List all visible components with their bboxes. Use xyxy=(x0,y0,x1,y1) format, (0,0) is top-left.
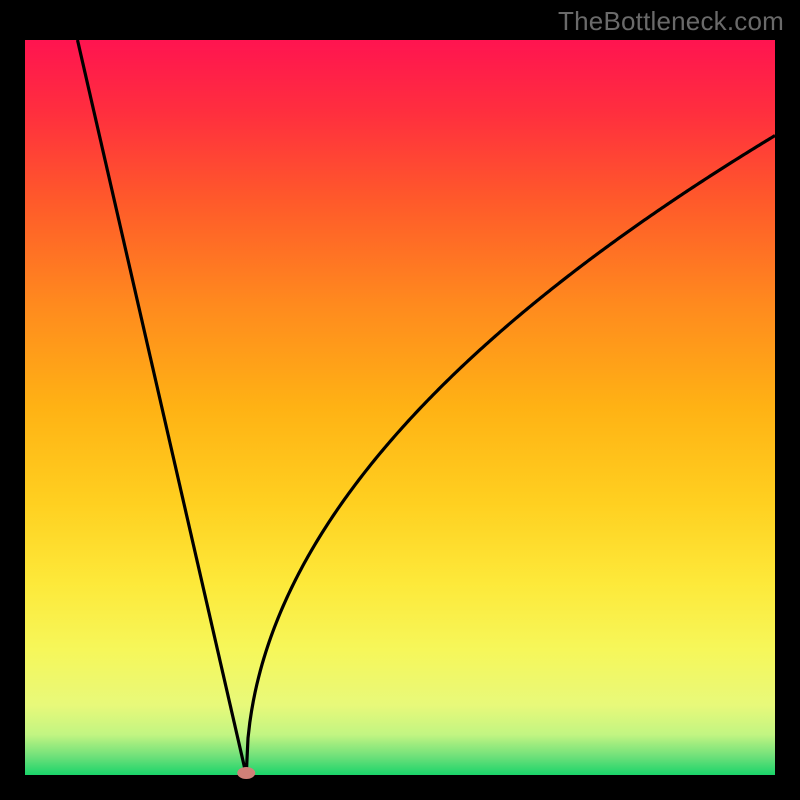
watermark-text: TheBottleneck.com xyxy=(558,6,784,37)
plot-gradient-panel xyxy=(25,40,775,775)
chart-svg xyxy=(0,0,800,800)
chart-stage: TheBottleneck.com xyxy=(0,0,800,800)
minimum-marker xyxy=(237,767,255,779)
